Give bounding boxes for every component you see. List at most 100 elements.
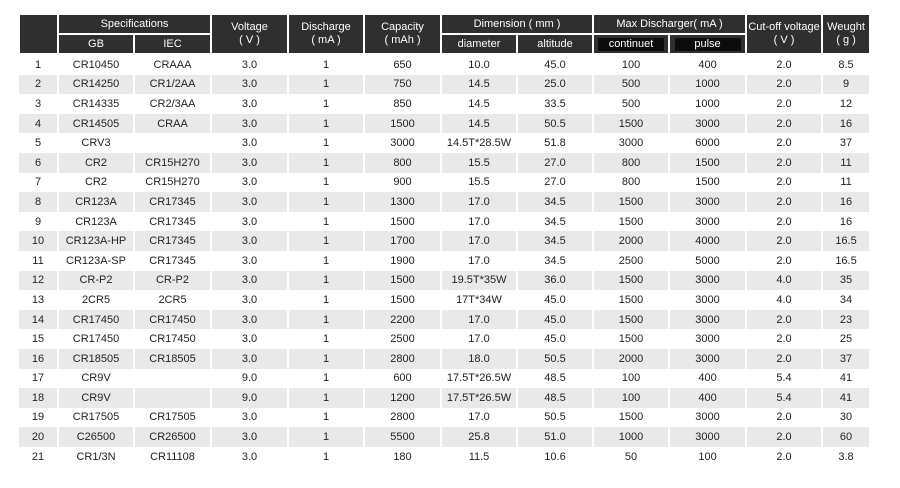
- table-cell: CR17450: [58, 309, 135, 330]
- table-cell: 1500: [364, 113, 442, 134]
- table-cell: 12: [19, 270, 59, 291]
- table-cell: 1200: [364, 388, 442, 408]
- table-cell: 100: [593, 368, 671, 389]
- table-cell: CR9V: [58, 368, 135, 389]
- table-cell: 16: [822, 192, 872, 212]
- table-cell: 12: [822, 94, 872, 114]
- header-cell: Capacity( mAh ): [363, 15, 442, 55]
- table-cell: C26500: [58, 427, 135, 447]
- table-cell: CR17345: [134, 192, 212, 212]
- header-cell: Dimension ( mm ): [439, 15, 595, 35]
- table-cell: 50.5: [517, 113, 595, 134]
- table-cell: 16.5: [822, 231, 872, 251]
- table-cell: 1500: [593, 270, 671, 291]
- table-cell: 800: [593, 172, 671, 193]
- table-cell: 17.0: [441, 407, 518, 428]
- table-cell: 48.5: [517, 388, 595, 408]
- table-cell: 34.5: [517, 231, 595, 251]
- table-cell: 2.0: [746, 113, 824, 134]
- header-cell: Weught( g ): [821, 15, 872, 55]
- table-row: 2 CR14250 CR1/2AA 3.0 1 750 14.5 25.0 500 1000 2.0…: [19, 74, 872, 95]
- table-cell: 34: [822, 290, 872, 310]
- table-cell: 100: [669, 446, 748, 467]
- table-cell: 900: [364, 172, 442, 193]
- header-label: Discharge: [301, 21, 351, 33]
- table-cell: 2800: [364, 348, 442, 369]
- table-cell: 60: [822, 427, 872, 447]
- table-cell: 2200: [364, 309, 442, 330]
- table-cell: 3000: [669, 427, 748, 447]
- table-cell: 27.0: [517, 172, 595, 193]
- table-cell: 3000: [669, 407, 748, 428]
- table-cell: 14.5: [441, 113, 518, 134]
- table-cell: 800: [364, 152, 442, 173]
- table-cell: CR11108: [134, 446, 212, 467]
- header-unit: ( mA ): [311, 34, 341, 46]
- table-cell: 1500: [593, 211, 671, 232]
- table-cell: 10.6: [517, 446, 595, 467]
- table-cell: 18.0: [441, 348, 518, 369]
- table-cell: 3.0: [211, 152, 289, 173]
- table-row: 6 CR2 CR15H270 3.0 1 800 15.5 27.0 800 1500 2.0 11: [19, 152, 872, 173]
- header-label: continuet: [598, 37, 665, 51]
- table-cell: 48.5: [517, 368, 595, 389]
- table-cell: 6: [19, 152, 59, 173]
- table-cell: 8.5: [822, 54, 872, 75]
- table-cell: 17.0: [441, 329, 518, 349]
- table-row: 3 CR14335 CR2/3AA 3.0 1 850 14.5 33.5 500 1000 2.0…: [19, 94, 872, 114]
- table-cell: 1: [288, 172, 365, 193]
- table-cell: 1300: [364, 192, 442, 212]
- table-cell: 3.0: [211, 54, 289, 75]
- header-cell: altitude: [515, 34, 595, 55]
- table-cell: 37: [822, 133, 872, 153]
- table-row: 9 CR123A CR17345 3.0 1 1500 17.0 34.5 1500 3000 2.…: [19, 211, 872, 232]
- table-cell: 4.0: [746, 290, 824, 310]
- table-cell: 1: [288, 152, 365, 173]
- table-cell: 2.0: [746, 427, 824, 447]
- table-cell: 3.0: [211, 192, 289, 212]
- table-cell: 41: [822, 388, 872, 408]
- table-cell: 4.0: [746, 270, 824, 291]
- header-unit: ( V ): [773, 34, 795, 46]
- table-cell: CR-P2: [58, 270, 135, 291]
- table-cell: 15.5: [441, 172, 518, 193]
- table-cell: 1500: [364, 270, 442, 291]
- table-cell: CR10450: [58, 54, 135, 75]
- table-cell: CR15H270: [134, 152, 212, 173]
- table-cell: 1: [288, 270, 365, 291]
- table-cell: 1: [288, 407, 365, 428]
- table-cell: 1: [19, 54, 59, 75]
- table-cell: 1: [288, 309, 365, 330]
- table-cell: CR17345: [134, 211, 212, 232]
- header-cell: pulse: [668, 34, 748, 55]
- header-label: pulse: [674, 37, 741, 51]
- table-cell: 45.0: [517, 309, 595, 330]
- table-cell: CR14250: [58, 74, 135, 95]
- table-cell: 2.0: [746, 133, 824, 153]
- table-cell: 650: [364, 54, 442, 75]
- table-cell: 14: [19, 309, 59, 330]
- table-cell: 14.5: [441, 74, 518, 95]
- table-cell: 8: [19, 192, 59, 212]
- table-cell: 1500: [593, 329, 671, 349]
- header-cell: Voltage( V ): [210, 15, 289, 55]
- table-cell: CR-P2: [134, 270, 212, 291]
- table-cell: CR9V: [58, 388, 135, 408]
- table-cell: 50.5: [517, 348, 595, 369]
- table-cell: 37: [822, 348, 872, 369]
- table-cell: 34.5: [517, 250, 595, 271]
- table-cell: 17T*34W: [441, 290, 518, 310]
- header-unit: ( mAh ): [384, 34, 421, 46]
- table-cell: CR123A-SP: [58, 250, 135, 271]
- table-cell: 500: [593, 94, 671, 114]
- table-cell: 600: [364, 368, 442, 389]
- table-row: 11 CR123A-SP CR17345 3.0 1 1900 17.0 34.5 2500 50…: [19, 250, 872, 271]
- table-cell: 2: [19, 74, 59, 95]
- table-cell: 3.0: [211, 270, 289, 291]
- table-row: 1 CR10450 CRAAA 3.0 1 650 10.0 45.0 100 400 2.0 8.5: [19, 54, 872, 75]
- table-cell: 2.0: [746, 231, 824, 251]
- table-cell: 850: [364, 94, 442, 114]
- table-cell: 2.0: [746, 348, 824, 369]
- table-cell: 3000: [669, 270, 748, 291]
- table-cell: 25: [822, 329, 872, 349]
